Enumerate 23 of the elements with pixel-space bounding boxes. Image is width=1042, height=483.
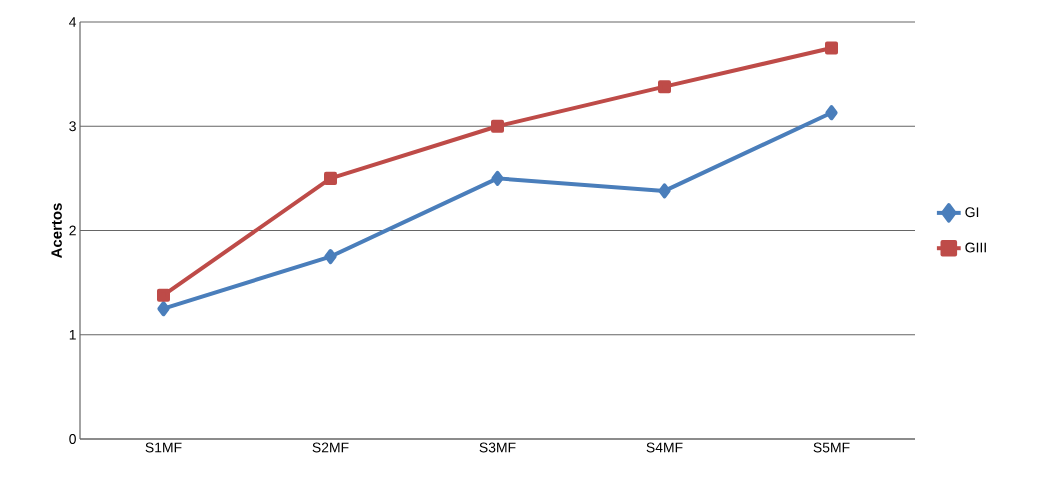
y-tick-label: 3 [69, 121, 76, 132]
legend-label: GI [965, 207, 979, 218]
point [825, 105, 838, 121]
point [658, 80, 671, 94]
point [658, 183, 671, 199]
point [825, 41, 839, 55]
point [157, 288, 170, 302]
y-tick-label: 4 [69, 17, 77, 27]
point [324, 171, 337, 185]
point [491, 170, 504, 186]
point [157, 301, 170, 317]
point [324, 249, 337, 265]
legend-label: GIII [965, 242, 986, 253]
y-tick-label: 1 [69, 329, 76, 340]
x-tick-label: S1MF [145, 442, 182, 453]
y-axis-title: Acertos [51, 203, 62, 258]
y-tick-label: 0 [69, 434, 76, 444]
x-tick-label: S4MF [646, 442, 683, 453]
point [491, 119, 504, 133]
x-tick-label: S5MF [813, 442, 850, 453]
x-tick-label: S2MF [312, 442, 349, 453]
x-tick-label: S3MF [479, 442, 516, 453]
y-tick-label: 2 [69, 225, 76, 236]
